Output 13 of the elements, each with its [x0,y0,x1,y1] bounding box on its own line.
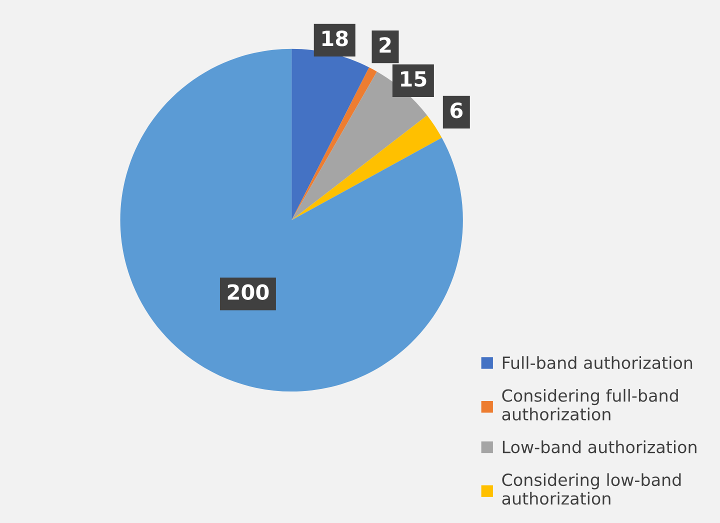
pie-slice [292,67,377,220]
pie-slice [292,115,442,220]
legend-label: Low-band authorization [502,440,696,454]
legend-label: Considering full-band authorization [502,388,678,421]
data-label: 6 [450,102,463,118]
data-label: 18 [322,30,348,46]
data-label: 200 [228,284,269,300]
legend-label: Considering low-band authorization [502,473,681,505]
pie-slice [292,72,428,220]
legend-label: Full-band authorization [502,356,692,370]
pie-slice [292,48,370,220]
data-label: 2 [380,37,391,53]
data-label: 15 [401,71,426,87]
